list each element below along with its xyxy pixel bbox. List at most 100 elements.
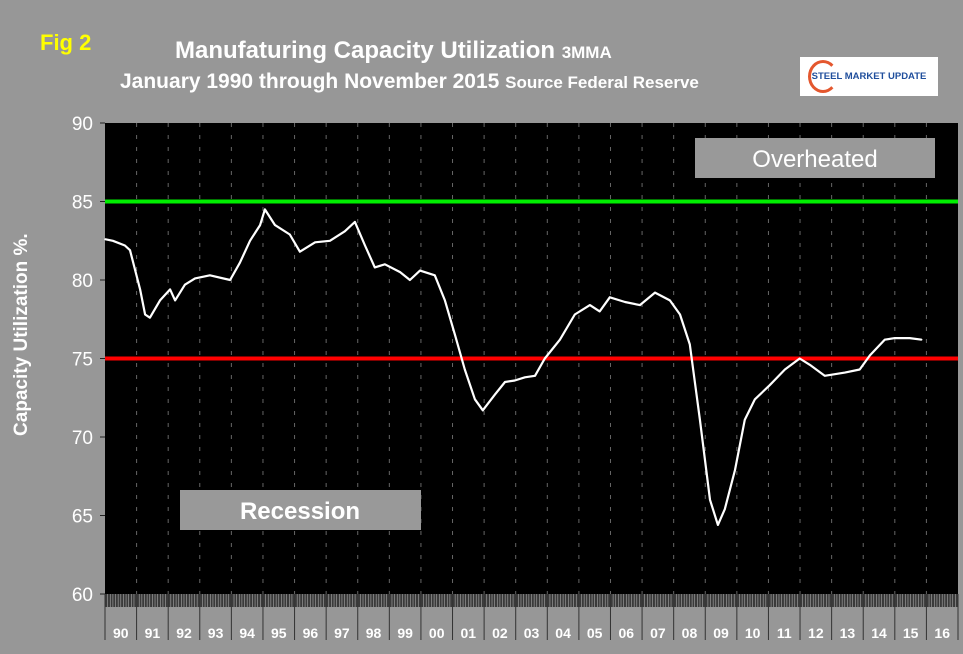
x-tick-label: 99 <box>397 625 413 641</box>
data-point <box>639 304 641 306</box>
data-point <box>654 291 656 294</box>
data-point <box>504 381 506 383</box>
data-point <box>149 316 151 319</box>
data-point <box>464 368 466 371</box>
x-tick-label: 95 <box>271 625 287 641</box>
data-point <box>494 393 496 396</box>
overheated-box <box>695 138 935 178</box>
x-tick-label: 14 <box>871 625 887 641</box>
y-tick-label: 65 <box>72 507 93 528</box>
x-tick-label: 01 <box>461 625 477 641</box>
recession-label: Recession <box>240 498 360 525</box>
data-point <box>717 524 719 526</box>
data-point <box>513 379 516 382</box>
data-point <box>883 338 886 341</box>
x-tick-label: 90 <box>113 625 129 641</box>
data-point <box>454 334 456 336</box>
data-point <box>354 221 356 223</box>
data-point <box>174 299 176 302</box>
data-point <box>823 374 826 377</box>
data-point <box>858 368 861 371</box>
data-point <box>444 299 446 302</box>
x-tick-label: 12 <box>808 625 824 641</box>
data-point <box>524 376 526 379</box>
x-tick-label: 98 <box>366 625 382 641</box>
data-point <box>809 363 811 366</box>
title-suffix: 3MMA <box>561 43 612 62</box>
data-point <box>474 398 476 401</box>
data-point <box>534 374 536 377</box>
data-point <box>184 283 186 286</box>
recession-box <box>180 490 421 530</box>
x-tick-label: 15 <box>903 625 919 641</box>
data-point <box>559 338 561 341</box>
data-point <box>274 224 276 226</box>
x-tick-label: 16 <box>934 625 950 641</box>
data-point <box>482 409 484 412</box>
x-tick-label: 09 <box>713 625 729 641</box>
x-tick-label: 00 <box>429 625 445 641</box>
data-point <box>724 508 726 511</box>
data-point <box>329 239 331 242</box>
data-point <box>343 230 346 233</box>
x-tick-label: 91 <box>145 625 161 641</box>
x-tick-label: 96 <box>303 625 319 641</box>
x-tick-label: 06 <box>618 625 634 641</box>
data-point <box>169 288 171 291</box>
data-point <box>299 250 301 253</box>
data-point <box>194 277 196 280</box>
y-tick-label: 75 <box>72 350 93 371</box>
x-tick-label: 11 <box>777 625 792 641</box>
data-point <box>229 279 231 281</box>
logo-text: STEEL MARKET UPDATE <box>811 71 927 82</box>
data-point <box>784 368 786 371</box>
data-point <box>314 241 316 244</box>
x-tick-label: 13 <box>840 625 856 641</box>
x-tick-label: 94 <box>239 625 255 641</box>
data-point <box>124 244 126 247</box>
data-point <box>869 354 871 357</box>
data-point <box>624 301 626 303</box>
data-point <box>129 249 131 251</box>
subtitle-text: January 1990 through November 2015 <box>120 70 500 93</box>
x-tick-label: 03 <box>524 625 540 641</box>
data-point <box>754 398 756 401</box>
data-point <box>159 299 161 302</box>
x-tick-label: 10 <box>745 625 761 641</box>
x-tick-label: 07 <box>650 625 666 641</box>
data-point <box>209 274 211 277</box>
data-point <box>112 239 114 242</box>
data-point <box>384 263 386 266</box>
data-point <box>920 338 923 341</box>
data-point <box>259 224 261 226</box>
data-point <box>908 337 911 339</box>
data-point <box>709 499 711 501</box>
x-tick-label: 08 <box>682 625 698 641</box>
data-point <box>734 469 736 471</box>
chart-subtitle: January 1990 through November 2015 Sourc… <box>120 70 699 94</box>
data-point <box>743 418 746 421</box>
data-point <box>419 269 421 272</box>
steel-market-update-logo: STEEL MARKET UPDATE <box>800 57 938 96</box>
y-tick-label: 60 <box>72 585 93 606</box>
data-point <box>364 244 366 247</box>
overheated-label: Overheated <box>752 146 877 173</box>
data-point <box>699 418 701 421</box>
data-point <box>409 279 411 281</box>
data-point <box>679 313 681 316</box>
x-tick-label: 93 <box>208 625 224 641</box>
data-point <box>768 384 771 386</box>
y-tick-label: 90 <box>72 114 93 135</box>
source-text: Source Federal Reserve <box>505 73 699 92</box>
data-point <box>598 310 601 313</box>
data-point <box>609 296 611 299</box>
data-point <box>844 371 846 374</box>
data-point <box>894 337 896 339</box>
x-tick-label: 97 <box>334 625 350 641</box>
logo-arc-icon <box>808 60 838 93</box>
data-point <box>374 266 376 269</box>
data-point <box>589 304 591 306</box>
chart-title: Manufaturing Capacity Utilization 3MMA <box>175 37 612 65</box>
data-point <box>239 261 241 264</box>
